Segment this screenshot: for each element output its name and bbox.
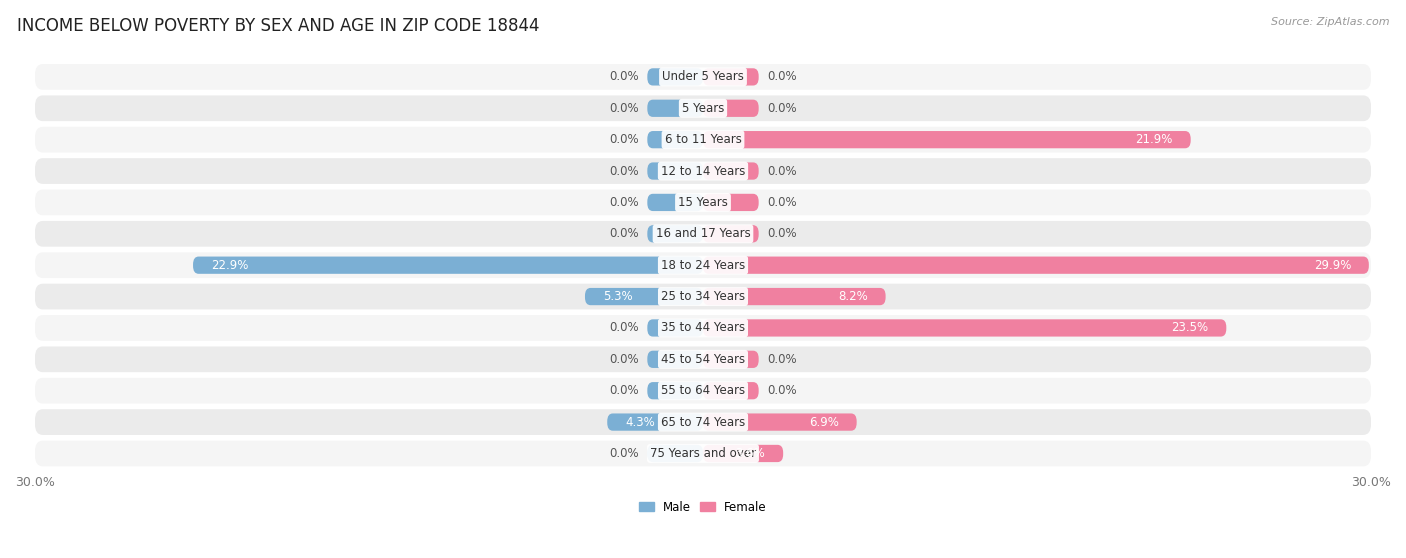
FancyBboxPatch shape [35,127,1371,152]
Text: 0.0%: 0.0% [768,353,797,366]
Text: 12 to 14 Years: 12 to 14 Years [661,165,745,177]
FancyBboxPatch shape [647,68,703,85]
Text: 8.2%: 8.2% [838,290,868,303]
FancyBboxPatch shape [703,445,783,462]
FancyBboxPatch shape [647,319,703,336]
Text: 4.3%: 4.3% [626,416,655,429]
FancyBboxPatch shape [703,413,856,431]
FancyBboxPatch shape [193,257,703,274]
FancyBboxPatch shape [703,225,759,242]
Text: 0.0%: 0.0% [768,102,797,115]
FancyBboxPatch shape [647,225,703,242]
FancyBboxPatch shape [647,131,703,148]
Text: 22.9%: 22.9% [211,259,249,272]
Text: 0.0%: 0.0% [609,70,638,83]
Text: 18 to 24 Years: 18 to 24 Years [661,259,745,272]
FancyBboxPatch shape [607,413,703,431]
FancyBboxPatch shape [647,350,703,368]
FancyBboxPatch shape [703,319,1226,336]
FancyBboxPatch shape [703,162,759,180]
Text: 0.0%: 0.0% [768,165,797,177]
FancyBboxPatch shape [703,257,1369,274]
FancyBboxPatch shape [703,382,759,400]
Text: INCOME BELOW POVERTY BY SEX AND AGE IN ZIP CODE 18844: INCOME BELOW POVERTY BY SEX AND AGE IN Z… [17,17,540,35]
Text: 0.0%: 0.0% [609,447,638,460]
FancyBboxPatch shape [35,283,1371,310]
Text: 0.0%: 0.0% [768,384,797,397]
Text: 65 to 74 Years: 65 to 74 Years [661,416,745,429]
FancyBboxPatch shape [35,441,1371,466]
Text: 35 to 44 Years: 35 to 44 Years [661,321,745,334]
Text: 0.0%: 0.0% [609,227,638,240]
Text: 0.0%: 0.0% [609,133,638,146]
Text: 6 to 11 Years: 6 to 11 Years [665,133,741,146]
Text: 16 and 17 Years: 16 and 17 Years [655,227,751,240]
FancyBboxPatch shape [35,347,1371,372]
FancyBboxPatch shape [703,100,759,117]
FancyBboxPatch shape [647,162,703,180]
FancyBboxPatch shape [35,221,1371,247]
Text: 5 Years: 5 Years [682,102,724,115]
FancyBboxPatch shape [647,382,703,400]
Text: 0.0%: 0.0% [609,321,638,334]
FancyBboxPatch shape [35,190,1371,215]
FancyBboxPatch shape [703,194,759,211]
Text: 0.0%: 0.0% [609,102,638,115]
Text: 0.0%: 0.0% [609,196,638,209]
FancyBboxPatch shape [703,131,1191,148]
Text: 0.0%: 0.0% [768,196,797,209]
FancyBboxPatch shape [35,315,1371,341]
Text: 5.3%: 5.3% [603,290,633,303]
FancyBboxPatch shape [35,95,1371,121]
FancyBboxPatch shape [647,194,703,211]
Text: Under 5 Years: Under 5 Years [662,70,744,83]
Text: 3.6%: 3.6% [735,447,765,460]
Text: 6.9%: 6.9% [808,416,839,429]
Text: 55 to 64 Years: 55 to 64 Years [661,384,745,397]
FancyBboxPatch shape [35,378,1371,403]
FancyBboxPatch shape [35,64,1371,90]
Text: 0.0%: 0.0% [768,70,797,83]
FancyBboxPatch shape [703,68,759,85]
Text: 21.9%: 21.9% [1136,133,1173,146]
Legend: Male, Female: Male, Female [634,496,772,518]
FancyBboxPatch shape [35,252,1371,278]
FancyBboxPatch shape [35,158,1371,184]
Text: 25 to 34 Years: 25 to 34 Years [661,290,745,303]
Text: 0.0%: 0.0% [768,227,797,240]
FancyBboxPatch shape [703,288,886,305]
Text: Source: ZipAtlas.com: Source: ZipAtlas.com [1271,17,1389,27]
Text: 29.9%: 29.9% [1313,259,1351,272]
Text: 23.5%: 23.5% [1171,321,1209,334]
Text: 0.0%: 0.0% [609,384,638,397]
FancyBboxPatch shape [35,409,1371,435]
FancyBboxPatch shape [703,350,759,368]
Text: 75 Years and over: 75 Years and over [650,447,756,460]
FancyBboxPatch shape [647,445,703,462]
Text: 0.0%: 0.0% [609,165,638,177]
FancyBboxPatch shape [585,288,703,305]
Text: 15 Years: 15 Years [678,196,728,209]
FancyBboxPatch shape [647,100,703,117]
Text: 0.0%: 0.0% [609,353,638,366]
Text: 45 to 54 Years: 45 to 54 Years [661,353,745,366]
